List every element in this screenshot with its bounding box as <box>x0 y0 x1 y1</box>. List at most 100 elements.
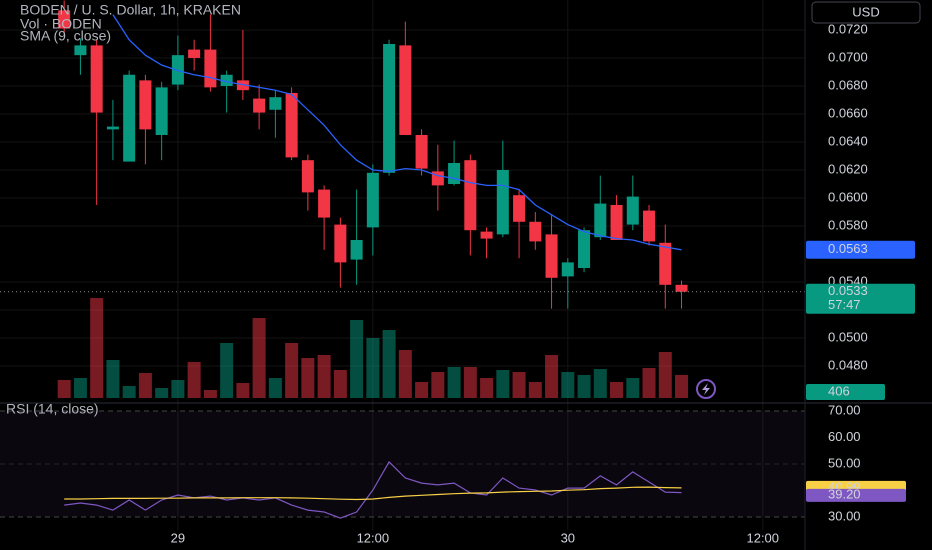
rsi-tick-label: 70.00 <box>828 402 861 417</box>
volume-bar <box>545 354 559 398</box>
rsi-tick-label: 60.00 <box>828 429 861 444</box>
volume-bar <box>122 386 136 398</box>
candle-body <box>301 160 314 193</box>
rsi-tick-label: 30.00 <box>828 508 861 523</box>
y-tick-label: 0.0600 <box>828 189 868 204</box>
volume-bar <box>593 369 607 398</box>
rsi-band-fill <box>0 410 805 517</box>
volume-bar <box>382 329 396 398</box>
candle-body <box>448 162 461 184</box>
volume-bar <box>480 378 494 398</box>
candle-body <box>561 262 574 277</box>
sma-price-box <box>806 240 915 259</box>
rsi-box <box>806 488 906 502</box>
candle-body <box>415 134 428 169</box>
candle-body <box>366 172 379 228</box>
volume-bar <box>463 366 477 398</box>
sma-price-label: 0.0563 <box>828 241 868 256</box>
candle-body <box>188 49 201 58</box>
volume-bar <box>203 389 217 398</box>
candle-body <box>399 45 412 135</box>
volume-bar <box>610 381 624 398</box>
volume-bar <box>528 381 542 398</box>
volume-bar <box>187 361 201 398</box>
x-tick-label: 29 <box>171 530 185 545</box>
volume-title: Vol · BODEN <box>20 16 102 32</box>
volume-box <box>806 384 885 400</box>
candle-body <box>123 74 136 162</box>
volume-bar <box>366 338 380 398</box>
candle-body <box>204 49 217 88</box>
volume-bar <box>642 368 656 398</box>
volume-bar <box>658 351 672 398</box>
y-tick-label: 0.0660 <box>828 105 868 120</box>
countdown-label: 57:47 <box>828 297 861 312</box>
candle-body <box>610 204 623 240</box>
volume-bar <box>138 373 152 398</box>
candle-body <box>675 284 688 292</box>
volume-bar <box>512 371 526 398</box>
candle-body <box>155 87 168 135</box>
y-tick-label: 0.0720 <box>828 21 868 36</box>
volume-bar <box>626 378 640 398</box>
candle-body <box>594 203 607 238</box>
candle-body <box>139 80 152 130</box>
candle-body <box>220 74 233 86</box>
volume-bar <box>171 379 185 398</box>
lightning-icon[interactable] <box>696 379 716 399</box>
y-tick-label: 0.0480 <box>828 357 868 372</box>
volume-bar <box>496 369 510 398</box>
candle-body <box>578 230 591 268</box>
y-tick-label: 0.0640 <box>828 133 868 148</box>
candle-body <box>659 242 672 285</box>
volume-bar <box>236 383 250 398</box>
sma-line <box>112 14 682 251</box>
volume-bar <box>90 298 104 398</box>
candle-body <box>269 97 282 110</box>
y-tick-label: 0.0680 <box>828 77 868 92</box>
volume-bar <box>155 388 169 398</box>
rsi-tick-label: 50.00 <box>828 455 861 470</box>
volume-bar <box>675 374 689 398</box>
sma-title: SMA (9, close) <box>20 28 111 44</box>
candle-body <box>464 160 477 231</box>
last-price-label: 0.0533 <box>828 283 868 298</box>
volume-bar <box>106 359 120 398</box>
y-tick-label: 0.0700 <box>828 49 868 64</box>
volume-bar <box>220 343 234 398</box>
volume-bar <box>268 378 282 398</box>
y-tick-label: 0.0580 <box>828 217 868 232</box>
currency-label: USD <box>852 4 879 19</box>
volume-bar <box>431 371 445 398</box>
volume-label: 406 <box>828 383 850 398</box>
candle-body <box>171 55 184 85</box>
volume-bar <box>317 354 331 398</box>
volume-bar <box>561 371 575 398</box>
candle-body <box>253 98 266 113</box>
candle-body <box>350 239 363 260</box>
candle-body <box>334 224 347 263</box>
volume-bar <box>577 374 591 398</box>
last-price-box <box>806 283 915 314</box>
volume-bar <box>447 366 461 398</box>
x-tick-label: 30 <box>561 530 575 545</box>
x-tick-label: 12:00 <box>746 530 779 545</box>
currency-button[interactable] <box>811 1 921 24</box>
candle-body <box>74 45 87 56</box>
candle-body <box>545 234 558 278</box>
candle-body <box>643 210 656 242</box>
candle-body <box>236 80 249 91</box>
volume-bar <box>252 318 266 398</box>
chart-title: BODEN / U. S. Dollar, 1h, KRAKEN <box>20 2 241 18</box>
y-tick-label: 0.0500 <box>828 329 868 344</box>
volume-bar <box>415 381 429 398</box>
candle-body <box>90 45 103 113</box>
candle-body <box>513 195 526 222</box>
candle-body <box>106 126 119 130</box>
candle-body <box>496 169 509 235</box>
candle-body <box>285 92 298 158</box>
volume-bar <box>285 343 299 398</box>
volume-bar <box>73 378 87 398</box>
volume-bar <box>398 349 412 398</box>
